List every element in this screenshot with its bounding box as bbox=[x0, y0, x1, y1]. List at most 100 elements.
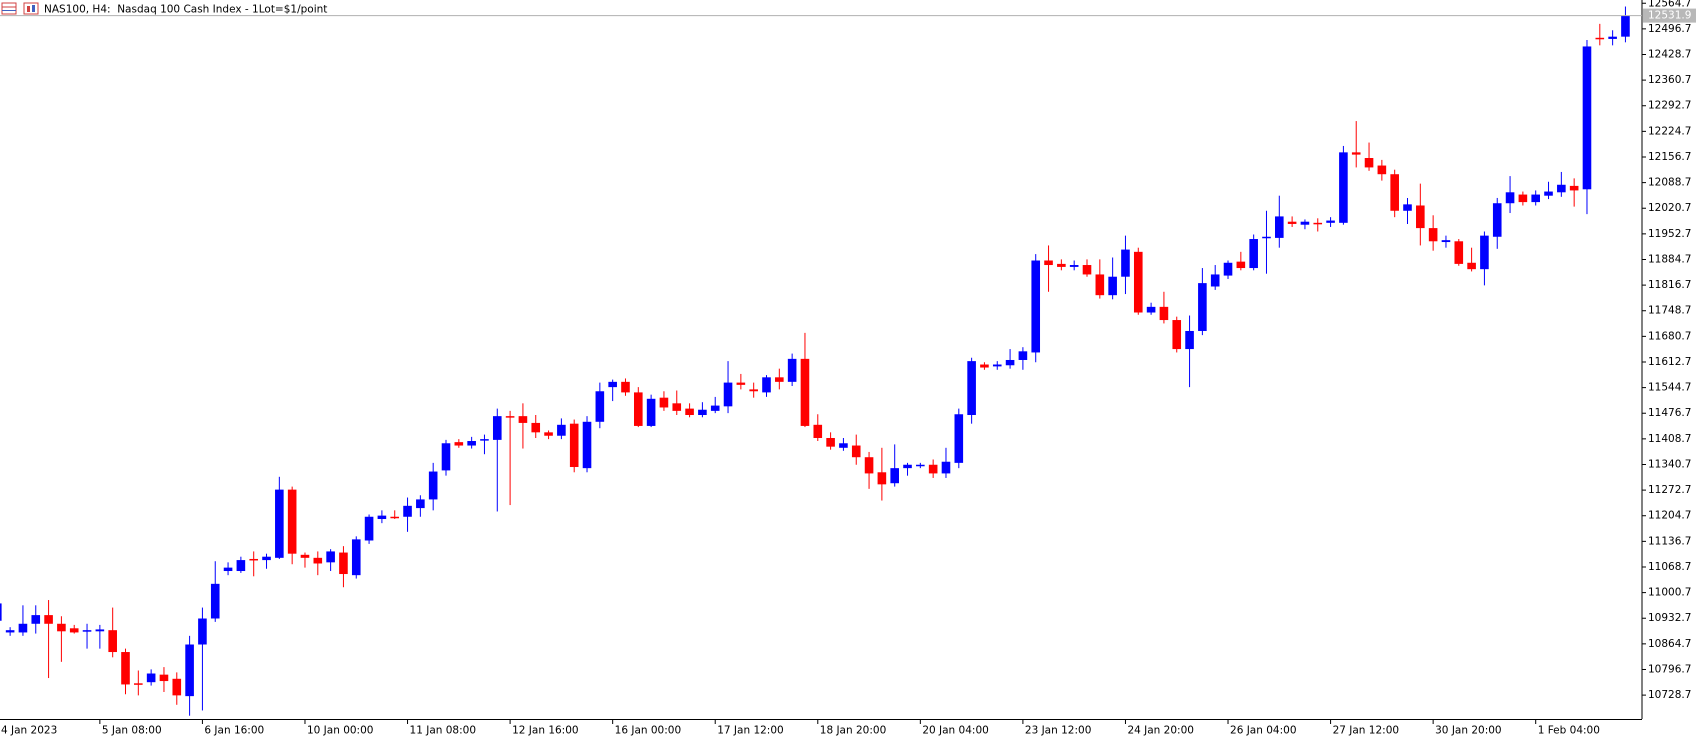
candle-body bbox=[480, 439, 489, 441]
candle-body bbox=[1185, 330, 1194, 350]
candle-body bbox=[672, 403, 682, 411]
candle-body bbox=[710, 405, 720, 411]
candle-body bbox=[1018, 351, 1028, 360]
y-tick-label: 11680.7 bbox=[1648, 330, 1691, 342]
x-tick-label: 11 Jan 08:00 bbox=[410, 725, 476, 737]
candle-body bbox=[44, 615, 53, 624]
candle-body bbox=[339, 552, 348, 575]
y-tick-label: 12156.7 bbox=[1648, 151, 1691, 163]
x-tick-label: 18 Jan 20:00 bbox=[820, 725, 886, 737]
x-tick-label: 10 Jan 00:00 bbox=[307, 725, 373, 737]
candle-body bbox=[1505, 192, 1515, 204]
candle-body bbox=[698, 409, 707, 416]
candle-body bbox=[544, 432, 553, 436]
candle-body bbox=[134, 683, 143, 685]
candle-body bbox=[313, 557, 323, 564]
candle-body bbox=[1057, 263, 1066, 267]
candle-body bbox=[736, 382, 746, 385]
candle-body bbox=[903, 464, 912, 469]
candle-body bbox=[1300, 221, 1310, 225]
candle-body bbox=[1249, 239, 1258, 269]
candle-body bbox=[1108, 276, 1117, 296]
y-tick-label: 11408.7 bbox=[1648, 433, 1691, 445]
last-price-box bbox=[1643, 8, 1696, 23]
candle-body bbox=[1262, 236, 1271, 239]
icon bbox=[1, 2, 17, 15]
candle-body bbox=[1492, 203, 1502, 237]
candle-body bbox=[454, 442, 464, 446]
candle-body bbox=[223, 567, 233, 572]
candle-body bbox=[1416, 205, 1425, 229]
y-tick-label: 12496.7 bbox=[1648, 23, 1691, 35]
y-tick-label: 11000.7 bbox=[1648, 587, 1691, 599]
candle-body bbox=[1095, 274, 1105, 296]
candle-body bbox=[621, 381, 630, 393]
y-tick-label: 12564.7 bbox=[1648, 0, 1691, 9]
candle-body bbox=[1005, 359, 1015, 366]
candle-body bbox=[1441, 240, 1451, 243]
x-tick-label: 6 Jan 16:00 bbox=[204, 725, 264, 737]
y-tick-label: 11136.7 bbox=[1648, 535, 1691, 547]
candle-body bbox=[82, 630, 92, 632]
x-tick-label: 1 Feb 04:00 bbox=[1538, 725, 1600, 737]
candle-body bbox=[826, 437, 835, 447]
candle-body bbox=[839, 443, 848, 448]
candle-body bbox=[646, 398, 656, 426]
candle-body bbox=[403, 505, 412, 517]
candle-body bbox=[1454, 241, 1464, 264]
chart-title: NAS100, H4: Nasdaq 100 Cash Index - 1Lot… bbox=[44, 4, 327, 16]
candle-body bbox=[108, 630, 117, 653]
candle-body bbox=[749, 389, 758, 392]
candle-body bbox=[198, 618, 207, 645]
candle-body bbox=[518, 416, 528, 423]
candle-body bbox=[146, 673, 156, 683]
candle-body bbox=[351, 539, 361, 576]
y-tick-label: 12020.7 bbox=[1648, 202, 1691, 214]
candle-body bbox=[1146, 306, 1156, 313]
candle-body bbox=[980, 364, 989, 368]
x-tick-label: 12 Jan 16:00 bbox=[512, 725, 578, 737]
candle-body bbox=[775, 377, 784, 382]
candle-body bbox=[69, 628, 79, 633]
candle-body bbox=[569, 423, 579, 468]
candle-body bbox=[723, 382, 733, 407]
candle-body bbox=[1287, 221, 1297, 224]
candle-body bbox=[1210, 274, 1220, 287]
candle-body bbox=[364, 516, 374, 541]
candle-body bbox=[1121, 249, 1130, 277]
y-tick-label: 11340.7 bbox=[1648, 458, 1691, 470]
candle-body bbox=[18, 623, 28, 633]
candle-body bbox=[159, 674, 169, 682]
last-price-label: 12531.9 bbox=[1648, 10, 1691, 22]
y-tick-label: 10728.7 bbox=[1648, 689, 1691, 701]
candle-body bbox=[1480, 235, 1489, 270]
candle-body bbox=[1326, 220, 1335, 223]
candle-body bbox=[787, 358, 797, 382]
y-tick-label: 10932.7 bbox=[1648, 612, 1691, 624]
candle-body bbox=[467, 441, 476, 446]
candle-body bbox=[1569, 185, 1579, 191]
candle-body bbox=[326, 551, 335, 563]
candle-body bbox=[249, 558, 258, 561]
candle-body bbox=[492, 416, 502, 440]
candle-body bbox=[1082, 265, 1092, 275]
y-tick-label: 11476.7 bbox=[1648, 407, 1691, 419]
candle-body bbox=[634, 392, 643, 426]
candle-body bbox=[954, 414, 964, 463]
y-tick-label: 11612.7 bbox=[1648, 356, 1691, 368]
candle-body bbox=[582, 421, 592, 469]
candle-body bbox=[262, 556, 271, 561]
candle-body bbox=[557, 424, 566, 436]
candle-body bbox=[1377, 165, 1387, 175]
candle-body bbox=[172, 678, 182, 696]
y-tick-label: 12428.7 bbox=[1648, 48, 1691, 60]
x-tick-label: 23 Jan 12:00 bbox=[1025, 725, 1091, 737]
plot-area bbox=[0, 6, 1630, 716]
candle-body bbox=[941, 461, 951, 474]
candle-body bbox=[1467, 262, 1476, 270]
candle-body bbox=[1198, 283, 1207, 331]
x-tick-label: 27 Jan 12:00 bbox=[1333, 725, 1399, 737]
